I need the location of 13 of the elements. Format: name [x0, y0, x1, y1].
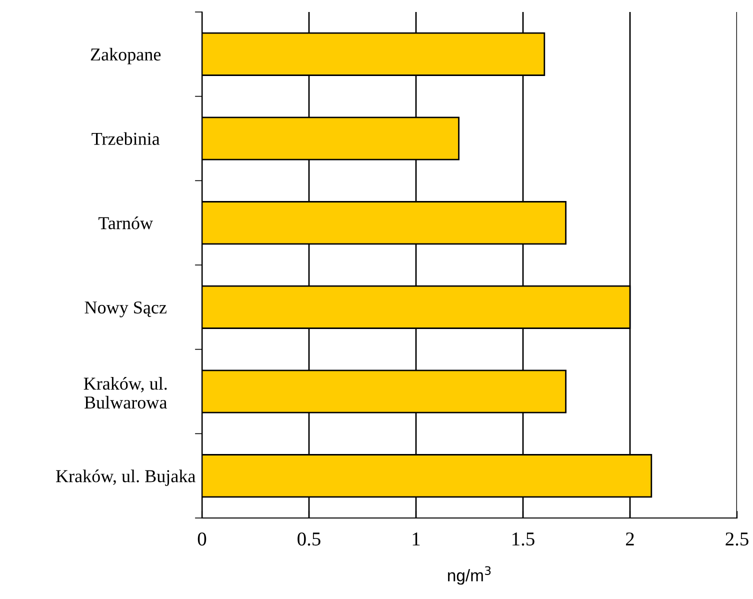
y-tick-label: Kraków, ul. Bujaka	[56, 470, 196, 486]
y-tick-label: Tarnów	[98, 216, 153, 230]
y-tick-label: Nowy Sącz	[84, 301, 166, 318]
x-tick-label: 2.5	[726, 532, 748, 546]
y-tick-label: Kraków, ul. Bulwarowa	[84, 377, 167, 409]
x-tick-label: 0	[198, 532, 206, 546]
x-tick-label: 1.5	[512, 532, 534, 546]
x-tick-label: 2	[626, 532, 634, 546]
x-tick-label: 0.5	[298, 532, 320, 546]
x-tick-label: 1	[412, 532, 420, 546]
x-axis-title: ng/m$^{3}$	[448, 566, 491, 585]
y-tick-label: Trzebinia	[92, 132, 160, 145]
y-tick-label: Zakopane	[90, 48, 161, 64]
